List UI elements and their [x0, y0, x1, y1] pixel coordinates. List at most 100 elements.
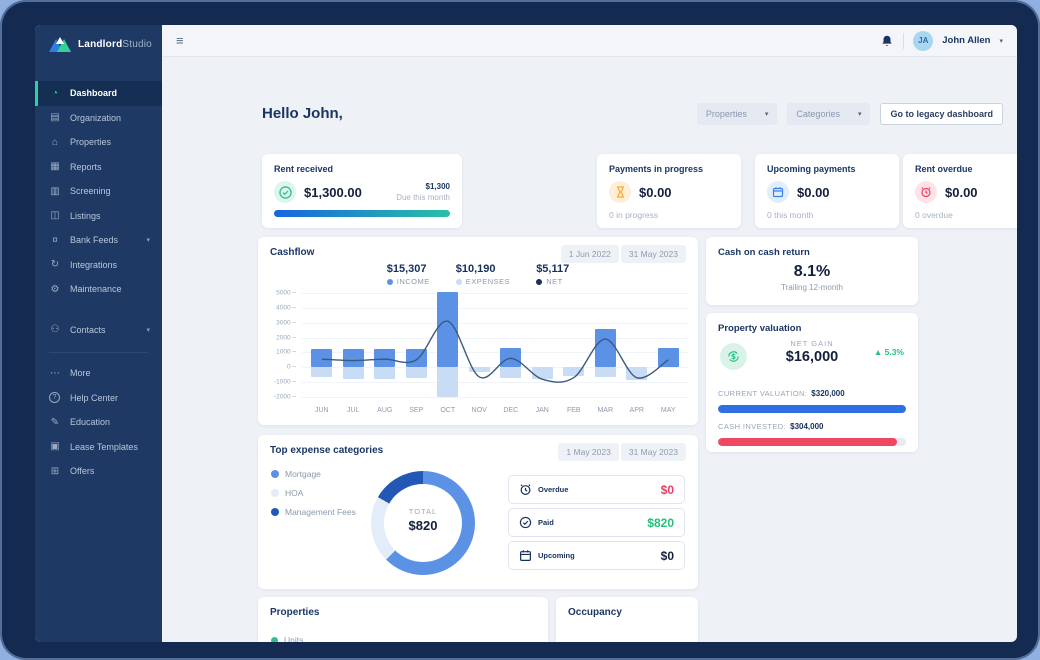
properties-title: Properties — [270, 607, 320, 618]
alarm-clock-icon — [520, 484, 531, 495]
expenses-date-from[interactable]: 1 May 2023 — [558, 443, 619, 461]
expense-donut-chart: TOTAL $820 — [371, 471, 475, 575]
organization-icon: ▤ — [50, 112, 60, 124]
sidebar-item-organization[interactable]: ▤ Organization — [50, 112, 122, 124]
legacy-dashboard-button[interactable]: Go to legacy dashboard — [880, 103, 1003, 125]
top-bar: ≡ JA John Allen ▾ — [162, 25, 1017, 57]
screening-icon: ▥ — [50, 185, 60, 197]
sidebar-item-education[interactable]: ✎ Education — [50, 416, 111, 428]
sidebar-item-bank-feeds[interactable]: ¤ Bank Feeds ▾ — [35, 228, 162, 253]
units-legend-dot — [271, 636, 278, 642]
sidebar-item-listings[interactable]: ◫ Listings — [50, 210, 101, 222]
valuation-bar-track — [718, 405, 906, 413]
in-progress-sub: 0 in progress — [609, 210, 659, 220]
sidebar-item-reports[interactable]: ▦ Reports — [50, 161, 102, 173]
hamburger-menu-icon[interactable]: ≡ — [176, 33, 184, 48]
upcoming-row[interactable]: Upcoming $0 — [508, 541, 685, 570]
upcoming-payments-card: Upcoming payments $0.00 0 this month — [755, 154, 899, 228]
listings-icon: ◫ — [50, 210, 60, 222]
dashboard-icon: ◔ — [51, 87, 59, 99]
sidebar-item-more[interactable]: ⋯ More — [50, 367, 91, 379]
valuation-bar-fill — [718, 405, 906, 413]
sidebar-item-screening[interactable]: ▥ Screening — [50, 185, 111, 197]
brand-logo-icon — [49, 36, 71, 52]
expenses-legend-dot — [455, 278, 462, 285]
property-valuation-title: Property valuation — [718, 323, 802, 334]
sidebar-item-maintenance[interactable]: ⚙ Maintenance — [50, 283, 122, 295]
hourglass-icon — [609, 181, 631, 203]
chevron-down-icon: ▾ — [146, 237, 150, 245]
card-title: Upcoming payments — [767, 164, 856, 174]
rent-overdue-card: Rent overdue $0.00 0 overdue — [903, 154, 1017, 228]
sidebar-item-integrations[interactable]: ↻ Integrations — [50, 259, 118, 271]
rent-received-card: Rent received $1,300.00 $1,300 Due this … — [262, 154, 462, 228]
sidebar-item-properties[interactable]: ⌂ Properties — [35, 130, 162, 155]
net-gain-delta: ▲ 5.3% — [873, 347, 904, 357]
properties-filter-select[interactable]: Properties ▾ — [696, 103, 778, 125]
notifications-bell-icon[interactable] — [880, 34, 894, 48]
main-area: ≡ JA John Allen ▾ Hello John, Properties… — [162, 25, 1017, 642]
dollar-refresh-icon: $ — [720, 343, 747, 370]
user-name[interactable]: John Allen — [942, 35, 991, 46]
overdue-row[interactable]: Overdue $0 — [508, 475, 685, 504]
page-greeting: Hello John, — [262, 105, 343, 122]
sidebar: LandlordStudio ◔ Dashboard ▤ Organization … — [35, 25, 162, 642]
property-valuation-card: Property valuation $ NET GAIN $16,000 ▲ … — [706, 313, 918, 452]
valuation-value: $320,000 — [811, 389, 845, 398]
lease-templates-icon: ▣ — [50, 441, 60, 453]
valuation-label: CURRENT VALUATION: — [718, 389, 808, 398]
upcoming-value: $0 — [660, 548, 674, 563]
cashflow-chart: 5000 –4000 –3000 –2000 –1000 –0 – -1000 –… — [268, 290, 688, 415]
cashflow-title: Cashflow — [270, 247, 315, 258]
occupancy-card: Occupancy OCCUPIED 100% — [556, 597, 698, 642]
categories-filter-select[interactable]: Categories ▾ — [787, 103, 871, 125]
cashflow-card: Cashflow 1 Jun 2022 31 May 2023 $15,307 I… — [258, 237, 698, 425]
net-gain-value: $16,000 — [785, 349, 839, 365]
expense-categories-card: Top expense categories 1 May 2023 31 May… — [258, 435, 698, 589]
check-circle-icon — [519, 516, 532, 529]
paid-value: $820 — [647, 515, 674, 530]
invested-value: $304,000 — [790, 422, 824, 431]
sidebar-item-lease-templates[interactable]: ▣ Lease Templates — [50, 441, 138, 453]
paid-row[interactable]: Paid $820 — [508, 508, 685, 537]
chevron-down-icon[interactable]: ▾ — [999, 37, 1003, 45]
mortgage-legend-dot — [271, 470, 279, 478]
dashboard-content: Hello John, Properties ▾ Categories ▾ Go t… — [162, 57, 1017, 642]
net-gain-label: NET GAIN — [790, 339, 834, 348]
chevron-down-icon: ▾ — [146, 326, 150, 334]
education-icon: ✎ — [50, 416, 60, 428]
rent-progress-bar — [274, 210, 450, 217]
alarm-clock-icon — [915, 181, 937, 203]
calendar-icon — [767, 181, 789, 203]
invested-label: CASH INVESTED: — [718, 422, 787, 431]
card-title: Payments in progress — [609, 164, 704, 174]
check-circle-icon — [274, 181, 296, 203]
sidebar-item-contacts[interactable]: ⚇ Contacts ▾ — [50, 324, 150, 336]
chevron-down-icon: ▾ — [857, 111, 862, 118]
sidebar-item-help-center[interactable]: ? Help Center — [35, 386, 162, 411]
help-icon: ? — [49, 392, 61, 404]
chevron-down-icon: ▾ — [764, 111, 769, 118]
sidebar-nav: ◔ Dashboard ▤ Organization ⌂ Properties ▦ Re… — [35, 81, 162, 484]
bank-feeds-icon: ¤ — [52, 234, 58, 246]
brand-name: LandlordStudio — [78, 38, 152, 50]
properties-icon: ⌂ — [51, 136, 59, 148]
expense-legend: Mortgage HOA Management Fees — [271, 469, 356, 517]
overdue-value: $0 — [660, 482, 674, 497]
properties-legend: Units 0 Single family homes 1 — [271, 635, 360, 642]
card-title: Rent overdue — [915, 164, 973, 174]
integrations-icon: ↻ — [50, 259, 60, 271]
in-progress-amount: $0.00 — [639, 185, 672, 200]
cash-on-cash-title: Cash on cash return — [718, 247, 810, 258]
expenses-date-to[interactable]: 31 May 2023 — [620, 443, 686, 461]
cashflow-date-from[interactable]: 1 Jun 2022 — [560, 245, 619, 263]
expense-categories-title: Top expense categories — [270, 445, 384, 456]
upcoming-sub: 0 this month — [767, 210, 814, 220]
avatar[interactable]: JA — [913, 30, 934, 51]
topbar-divider — [903, 32, 905, 49]
sidebar-item-dashboard[interactable]: ◔ Dashboard — [35, 81, 162, 106]
sidebar-item-offers[interactable]: ⊞ Offers — [50, 465, 95, 477]
occupancy-title: Occupancy — [568, 607, 622, 618]
cashflow-date-to[interactable]: 31 May 2023 — [620, 245, 686, 263]
income-legend-dot — [386, 278, 393, 285]
